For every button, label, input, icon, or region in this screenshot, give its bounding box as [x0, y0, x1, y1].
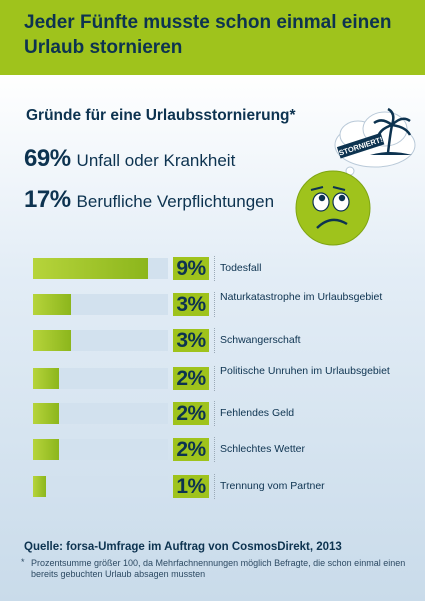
data-label: 2% [173, 438, 209, 461]
data-label: 9% [173, 257, 209, 280]
stat-work-obligations: 17% Berufliche Verpflichtungen [24, 186, 274, 214]
category-label: Todesfall [220, 262, 262, 274]
category-label: Schlechtes Wetter [220, 443, 306, 455]
source-note: Quelle: forsa-Umfrage im Auftrag von Cos… [24, 541, 342, 553]
data-label: 1% [173, 475, 209, 498]
data-label: 3% [173, 329, 209, 352]
separator-line [214, 437, 215, 462]
bar [33, 294, 72, 315]
stat-accident-illness: 69% Unfall oder Krankheit [24, 145, 235, 173]
bar [33, 258, 149, 279]
bar-track [33, 294, 168, 315]
stat-label: Unfall oder Krankheit [76, 151, 236, 170]
header-banner: Jeder Fünfte musste schon einmal einen U… [0, 0, 425, 75]
separator-line [214, 256, 215, 281]
data-label: 3% [173, 293, 209, 316]
separator-line [214, 328, 215, 353]
page-title: Jeder Fünfte musste schon einmal einen U… [24, 12, 392, 58]
bar-track [33, 476, 168, 497]
category-label: Politische Unruhen im Urlaubsgebiet [220, 365, 390, 377]
bar [33, 439, 59, 460]
bar-track [33, 258, 168, 279]
data-label: 2% [173, 402, 209, 425]
stat-percent: 17% [24, 186, 71, 213]
bar [33, 476, 46, 497]
category-label: Naturkatastrophe im Urlaubsgebiet [220, 291, 383, 303]
stat-label: Berufliche Verpflichtungen [76, 192, 275, 211]
separator-line [214, 366, 215, 391]
stat-percent: 69% [24, 145, 71, 172]
sad-face-icon [295, 170, 371, 246]
bar-track [33, 439, 168, 460]
category-label: Schwangerschaft [220, 334, 301, 346]
chart-subtitle: Gründe für eine Urlaubsstornierung* [26, 107, 296, 124]
cloud-palm-illustration: STORNIERT! [334, 107, 416, 183]
bar-track [33, 330, 168, 351]
separator-line [214, 292, 215, 317]
bar [33, 368, 59, 389]
footnote-mark: * [21, 557, 25, 567]
separator-line [214, 474, 215, 499]
separator-line [214, 401, 215, 426]
footnote: Prozentsumme größer 100, da Mehrfachnenn… [31, 558, 406, 579]
bar [33, 330, 72, 351]
data-label: 2% [173, 367, 209, 390]
bar-track [33, 403, 168, 424]
category-label: Fehlendes Geld [220, 407, 295, 419]
bar [33, 403, 59, 424]
bar-track [33, 368, 168, 389]
category-label: Trennung vom Partner [220, 480, 325, 492]
